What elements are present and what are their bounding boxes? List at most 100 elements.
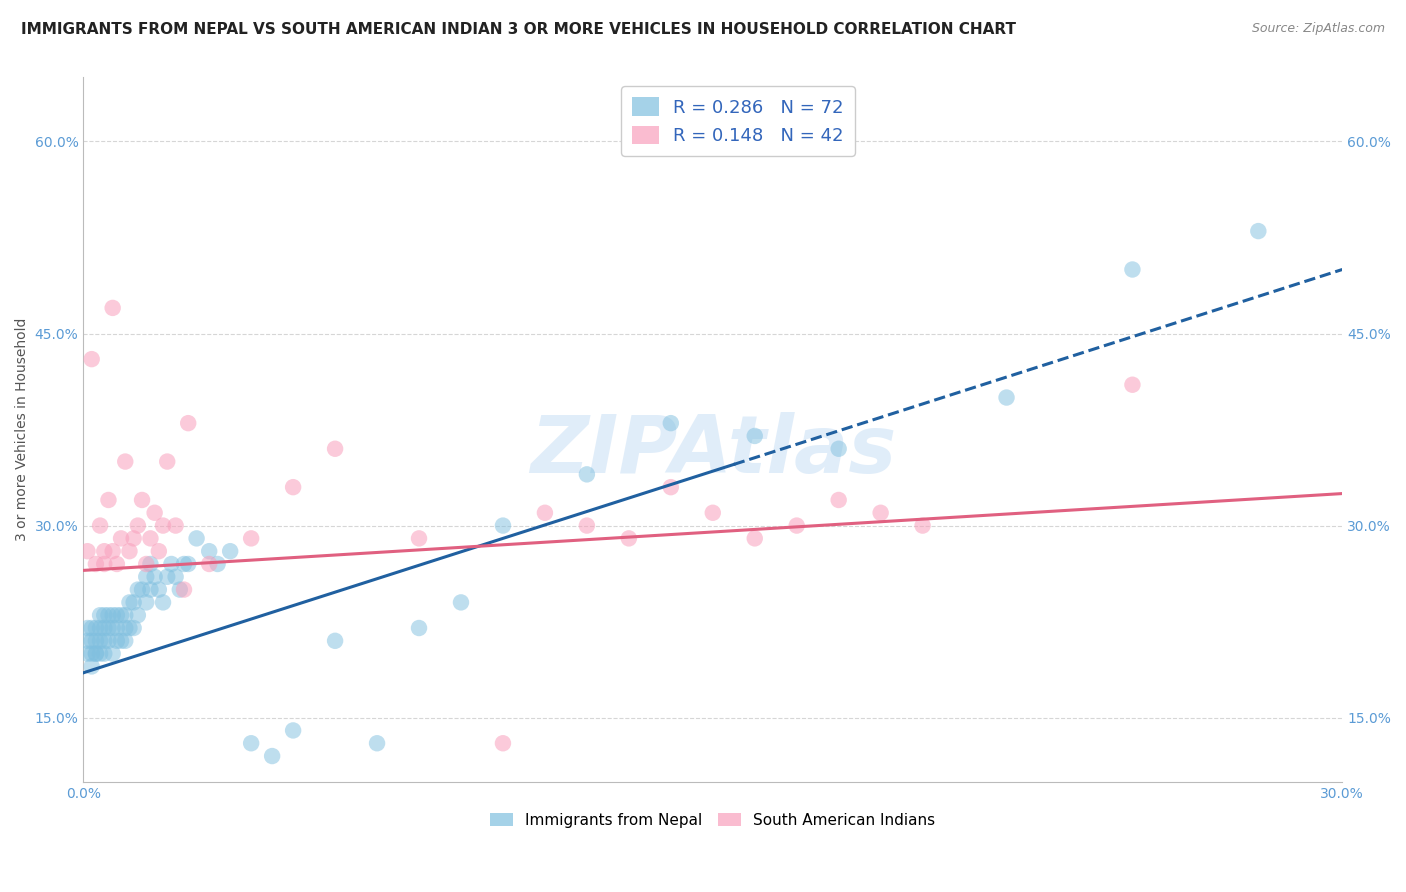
Point [617,532,640,546]
Point [122,595,145,609]
Point [127,608,149,623]
Y-axis label: 3 or more Vehicles in Household: 3 or more Vehicles in Household [15,318,30,541]
Point [105,633,128,648]
Point [173,557,195,571]
Point [127,518,149,533]
Point [198,557,221,571]
Point [97,493,120,508]
Point [323,442,346,456]
Point [492,518,515,533]
Point [76,647,98,661]
Point [1121,262,1143,277]
Point [76,544,98,558]
Point [160,557,183,571]
Point [105,557,128,571]
Point [89,633,111,648]
Point [127,582,149,597]
Point [110,608,132,623]
Point [89,621,111,635]
Point [165,518,187,533]
Point [139,582,162,597]
Point [114,608,136,623]
Point [131,493,153,508]
Point [118,595,141,609]
Point [89,608,111,623]
Point [240,532,263,546]
Point [198,544,221,558]
Point [911,518,934,533]
Point [131,582,153,597]
Point [827,493,849,508]
Point [80,647,103,661]
Point [165,570,187,584]
Point [122,621,145,635]
Point [156,454,179,468]
Point [89,647,111,661]
Point [281,723,304,738]
Point [80,352,103,367]
Text: ZIPAtlas: ZIPAtlas [530,412,896,490]
Point [139,557,162,571]
Point [84,647,107,661]
Point [114,621,136,635]
Point [101,301,124,315]
Point [408,621,430,635]
Point [80,659,103,673]
Text: IMMIGRANTS FROM NEPAL VS SOUTH AMERICAN INDIAN 3 OR MORE VEHICLES IN HOUSEHOLD C: IMMIGRANTS FROM NEPAL VS SOUTH AMERICAN … [21,22,1017,37]
Point [135,570,157,584]
Point [93,557,115,571]
Point [219,544,242,558]
Point [262,749,284,764]
Legend: Immigrants from Nepal, South American Indians: Immigrants from Nepal, South American In… [484,806,942,834]
Point [114,454,136,468]
Point [827,442,849,456]
Point [995,391,1018,405]
Point [84,647,107,661]
Point [118,544,141,558]
Point [135,595,157,609]
Point [744,532,766,546]
Point [148,582,170,597]
Point [101,608,124,623]
Point [744,429,766,443]
Point [281,480,304,494]
Point [240,736,263,750]
Point [143,570,166,584]
Point [93,647,115,661]
Point [575,518,598,533]
Point [492,736,515,750]
Point [152,518,174,533]
Point [110,532,132,546]
Point [702,506,724,520]
Point [114,633,136,648]
Point [323,633,346,648]
Point [169,582,191,597]
Point [156,570,179,584]
Point [97,633,120,648]
Point [93,544,115,558]
Point [786,518,808,533]
Point [122,532,145,546]
Point [110,633,132,648]
Point [177,557,200,571]
Point [84,633,107,648]
Point [97,608,120,623]
Point [80,621,103,635]
Point [80,633,103,648]
Point [143,506,166,520]
Point [659,416,682,430]
Point [93,621,115,635]
Point [366,736,388,750]
Point [93,633,115,648]
Point [575,467,598,482]
Point [101,647,124,661]
Point [84,621,107,635]
Point [659,480,682,494]
Point [118,621,141,635]
Point [1247,224,1270,238]
Point [76,621,98,635]
Point [101,544,124,558]
Point [450,595,472,609]
Point [89,518,111,533]
Text: Source: ZipAtlas.com: Source: ZipAtlas.com [1251,22,1385,36]
